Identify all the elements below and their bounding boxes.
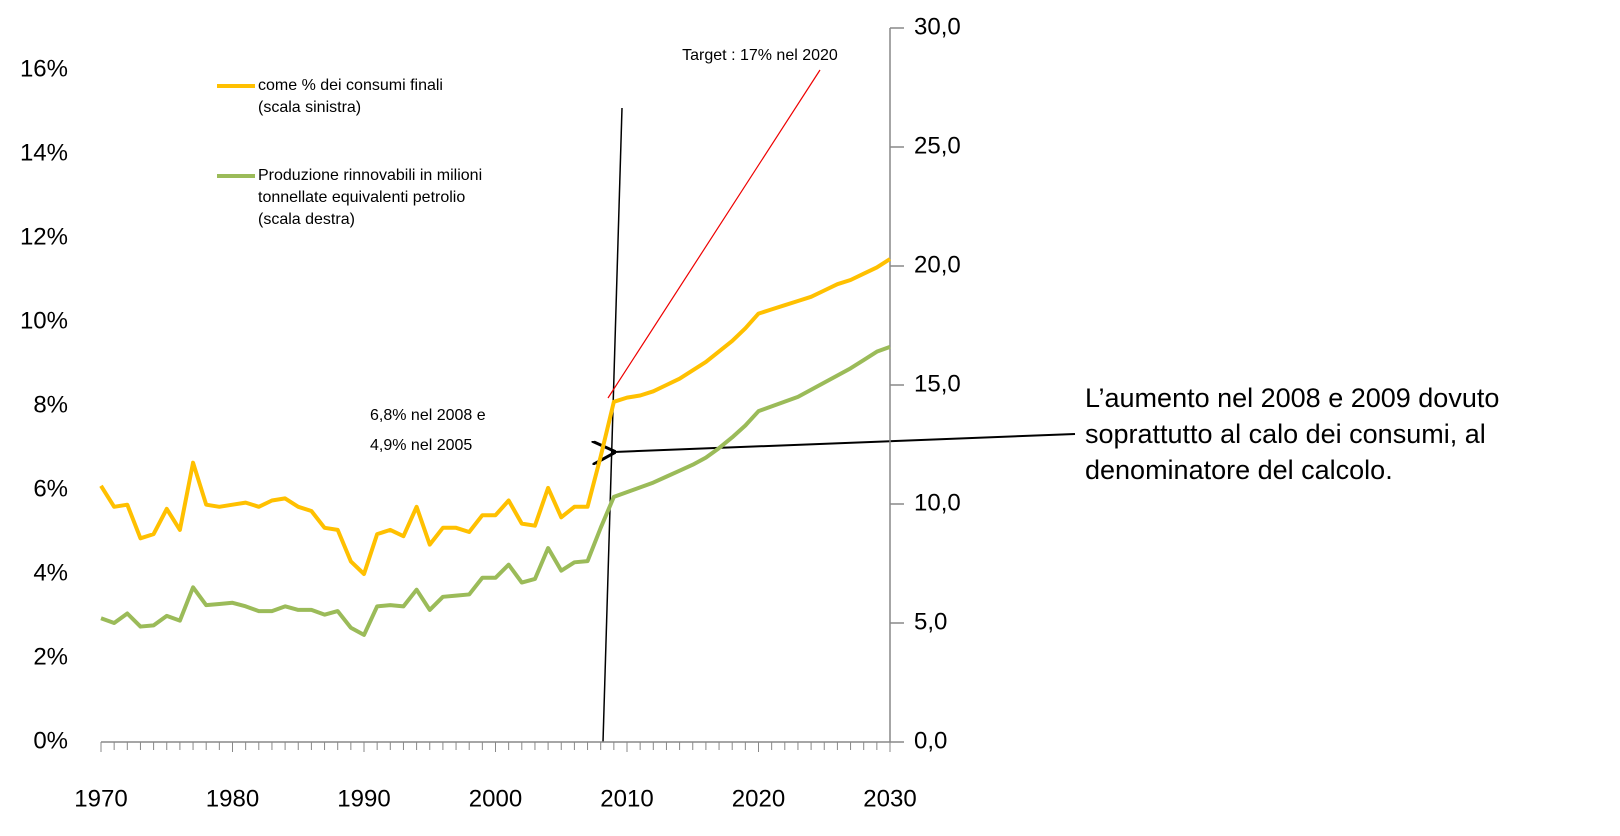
- legend-label: come % dei consumi finali (scala sinistr…: [258, 77, 443, 116]
- y-tick-label: 2%: [33, 643, 68, 670]
- arrow: [614, 433, 1076, 452]
- legend-label: Produzione rinnovabili in milioni tonnel…: [258, 167, 483, 228]
- y2-tick-label: 25,0: [914, 132, 961, 159]
- x-tick-label: 1970: [74, 785, 127, 812]
- y2-tick-label: 30,0: [914, 13, 961, 40]
- x-tick-label: 2000: [469, 785, 522, 812]
- y-tick-label: 8%: [33, 391, 68, 418]
- y-tick-label: 0%: [33, 727, 68, 754]
- y2-tick-label: 15,0: [914, 370, 961, 397]
- y-tick-label: 4%: [33, 559, 68, 586]
- series-line: [100, 345, 891, 637]
- x-tick-label: 2020: [732, 785, 785, 812]
- x-tick-label: 2030: [863, 785, 916, 812]
- marker-line: [602, 107, 623, 743]
- y-tick-label: 12%: [20, 223, 68, 250]
- y-tick-label: 6%: [33, 475, 68, 502]
- note-line: 6,8% nel 2008 e: [370, 407, 486, 424]
- y2-tick-label: 5,0: [914, 608, 947, 635]
- x-tick-label: 1980: [206, 785, 259, 812]
- y2-tick-label: 0,0: [914, 727, 947, 754]
- note-line: 4,9% nel 2005: [370, 437, 472, 454]
- x-tick-label: 2010: [600, 785, 653, 812]
- explanation: L’aumento nel 2008 e 2009 dovuto sopratt…: [1085, 383, 1500, 485]
- y-tick-label: 14%: [20, 139, 68, 166]
- y-tick-label: 10%: [20, 307, 68, 334]
- target-line: [607, 69, 821, 399]
- target-label: Target : 17% nel 2020: [682, 47, 838, 64]
- y2-tick-label: 20,0: [914, 251, 961, 278]
- y2-tick-label: 10,0: [914, 489, 961, 516]
- series-line: [99, 257, 892, 576]
- y-tick-label: 16%: [20, 55, 68, 82]
- x-tick-label: 1990: [337, 785, 390, 812]
